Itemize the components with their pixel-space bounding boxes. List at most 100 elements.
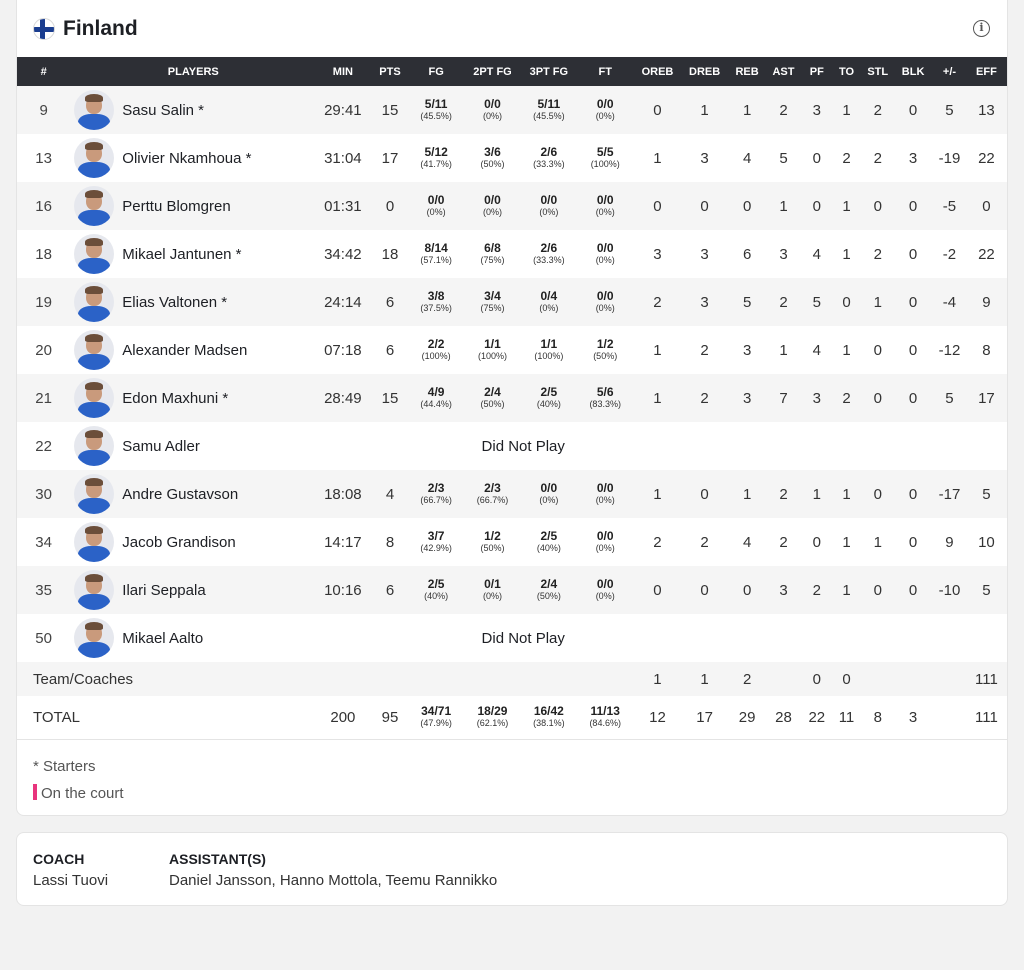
made-attempted: 6/8 [484, 241, 501, 255]
stat-cell: 5 [812, 293, 821, 311]
total-row: TOTAL 200 95 34/71 (47.9%) 18/29 (62.1%) 16/42(… [17, 696, 1007, 739]
made-attempted: 5/6 [596, 385, 614, 399]
stat-cell: 3 [812, 101, 821, 119]
stat-cell [523, 662, 574, 696]
table-row[interactable]: 50 Mikael Aalto Did Not Play [17, 614, 1007, 662]
made-attempted: 5/12 [424, 145, 448, 159]
player-name-link[interactable]: Mikael Jantunen * [122, 245, 242, 263]
shooting-cell: 5/6 (83.3%) [574, 374, 635, 422]
stat-cell: 0 [873, 197, 882, 215]
stat-cell: 2 [779, 485, 788, 503]
shooting-cell: 0/0 (0%) [523, 470, 574, 518]
player-name-link[interactable]: Ilari Seppala [122, 581, 206, 599]
player-name-link[interactable]: Jacob Grandison [122, 533, 236, 551]
shooting-cell: 3/6 (50%) [462, 134, 523, 182]
shooting-cell: 0/0 (0%) [462, 86, 523, 134]
stat-cell: 28:49 [324, 389, 362, 407]
percentage: (0%) [482, 591, 502, 601]
stat-cell: 6 [742, 245, 752, 263]
made-attempted: 2/4 [540, 577, 558, 591]
player-name-link[interactable]: Perttu Blomgren [122, 197, 231, 215]
stat-cell [462, 662, 523, 696]
on-court-label: On the court [41, 784, 124, 802]
stat-cell [893, 422, 933, 470]
player-name-link[interactable]: Samu Adler [122, 437, 200, 455]
player-cell: Olivier Nkamhoua * [70, 134, 316, 182]
player-name-link[interactable]: Andre Gustavson [122, 485, 239, 503]
stat-cell: 200 [330, 708, 356, 726]
stat-cell: 15 [381, 101, 399, 119]
player-name-link[interactable]: Mikael Aalto [122, 629, 204, 647]
shooting-cell: 5/12 (41.7%) [411, 134, 462, 182]
table-row[interactable]: 35 Ilari Seppala 10:16 6 2/5 (40%) 0/1 (0%) 2/4(… [17, 566, 1007, 614]
player-avatar [74, 570, 115, 610]
stat-cell: 9 [945, 533, 954, 551]
table-row[interactable]: 16 Perttu Blomgren 01:31 0 0/0 (0%) 0/0 (0%) 0/0… [17, 182, 1007, 230]
percentage: (40%) [424, 591, 449, 601]
shooting-cell: 0/0 (0%) [574, 182, 635, 230]
made-attempted: 2/3 [484, 481, 501, 495]
shooting-cell: 3/8 (37.5%) [411, 278, 462, 326]
table-row[interactable]: 18 Mikael Jantunen * 34:42 18 8/14 (57.1%) 6/8… [17, 230, 1007, 278]
stat-cell: 3 [908, 708, 918, 726]
percentage: (66.7%) [476, 495, 509, 505]
stat-cell: 13 [978, 101, 995, 119]
stat-cell [679, 614, 730, 662]
stat-cell: 35 [35, 581, 52, 599]
stat-cell: 5 [982, 485, 991, 503]
stat-cell: 24:14 [324, 293, 362, 311]
stat-cell: 0 [908, 197, 918, 215]
made-attempted: 0/0 [596, 481, 614, 495]
info-icon[interactable]: i [973, 20, 990, 37]
stat-cell [966, 614, 1007, 662]
stat-cell: 34:42 [324, 245, 362, 263]
table-row[interactable]: 22 Samu Adler Did Not Play [17, 422, 1007, 470]
table-row[interactable]: 20 Alexander Madsen 07:18 6 2/2 (100%) 1/1 (100… [17, 326, 1007, 374]
percentage: (0%) [539, 495, 559, 505]
stat-cell: 0 [908, 101, 918, 119]
table-row[interactable]: 30 Andre Gustavson 18:08 4 2/3 (66.7%) 2/3 (66.… [17, 470, 1007, 518]
stat-cell [730, 614, 764, 662]
percentage: (50%) [536, 591, 561, 601]
shooting-cell: 6/8 (75%) [462, 230, 523, 278]
player-name-link[interactable]: Olivier Nkamhoua * [122, 149, 252, 167]
stat-cell [831, 422, 863, 470]
table-row[interactable]: 9 Sasu Salin * 29:41 15 5/11 (45.5%) 0/0 (0%) 5/… [17, 86, 1007, 134]
made-attempted: 0/0 [427, 193, 445, 207]
stat-cell: 2 [653, 533, 662, 551]
table-row[interactable]: 19 Elias Valtonen * 24:14 6 3/8 (37.5%) 3/4 (75… [17, 278, 1007, 326]
player-cell: Jacob Grandison [70, 518, 316, 566]
table-row[interactable]: 34 Jacob Grandison 14:17 8 3/7 (42.9%) 1/2 (50%… [17, 518, 1007, 566]
player-avatar [74, 474, 115, 514]
stat-cell: 22 [35, 437, 52, 455]
shooting-cell: 34/71 (47.9%) [411, 696, 462, 739]
stat-cell: 1 [842, 197, 851, 215]
stat-cell: 0 [842, 670, 851, 688]
player-name-link[interactable]: Alexander Madsen [122, 341, 248, 359]
shooting-cell: 1/2 (50%) [574, 326, 635, 374]
stat-cell: 1 [873, 293, 882, 311]
table-row[interactable]: 13 Olivier Nkamhoua * 31:04 17 5/12 (41.7%) 3/… [17, 134, 1007, 182]
shooting-cell: 0/0 (0%) [523, 182, 574, 230]
table-row[interactable]: 21 Edon Maxhuni * 28:49 15 4/9 (44.4%) 2/4 (50%… [17, 374, 1007, 422]
stat-cell: 6 [385, 341, 395, 359]
stat-cell [764, 422, 803, 470]
player-name-link[interactable]: Elias Valtonen * [122, 293, 228, 311]
player-avatar [74, 138, 115, 178]
stat-cell: 31:04 [324, 149, 362, 167]
stat-cell: 0 [982, 197, 991, 215]
stat-cell: 2 [653, 293, 662, 311]
made-attempted: 5/11 [424, 97, 448, 111]
made-attempted: 0/0 [596, 193, 614, 207]
player-name-link[interactable]: Edon Maxhuni * [122, 389, 229, 407]
stat-cell: 2 [700, 341, 709, 359]
player-name-link[interactable]: Sasu Salin * [122, 101, 204, 119]
stat-cell: 29 [738, 708, 756, 726]
player-avatar [74, 618, 115, 658]
stat-cell: 19 [35, 293, 52, 311]
assistants-label: ASSISTANT(S) [169, 851, 266, 867]
box-score-table: # PLAYERS MIN PTS FG 2PT FG 3PT FG FT OREB DREB RE… [17, 57, 1007, 740]
percentage: (50%) [480, 399, 505, 409]
stat-cell: 1 [653, 485, 662, 503]
percentage: (0%) [595, 543, 615, 553]
